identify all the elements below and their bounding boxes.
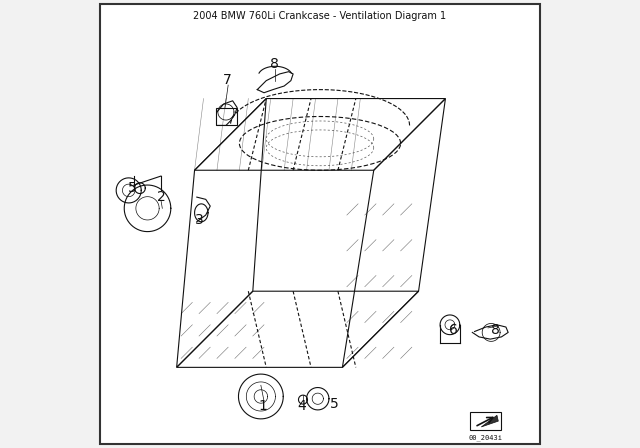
Text: 7: 7 [223, 73, 231, 87]
Bar [470, 412, 502, 430]
Text: 4: 4 [298, 399, 307, 414]
Text: 6: 6 [449, 323, 458, 337]
Text: 8: 8 [491, 323, 500, 337]
Polygon shape [481, 415, 499, 427]
Polygon shape [257, 72, 293, 93]
Text: 00_2043i: 00_2043i [468, 435, 503, 441]
Text: 3: 3 [195, 212, 204, 227]
Text: 2004 BMW 760Li Crankcase - Ventilation Diagram 1: 2004 BMW 760Li Crankcase - Ventilation D… [193, 11, 447, 21]
Text: 5: 5 [129, 181, 137, 195]
Text: 8: 8 [270, 57, 279, 71]
Text: 5: 5 [330, 397, 339, 411]
Text: 1: 1 [259, 399, 268, 414]
Polygon shape [472, 325, 508, 339]
Text: 2: 2 [157, 190, 165, 204]
